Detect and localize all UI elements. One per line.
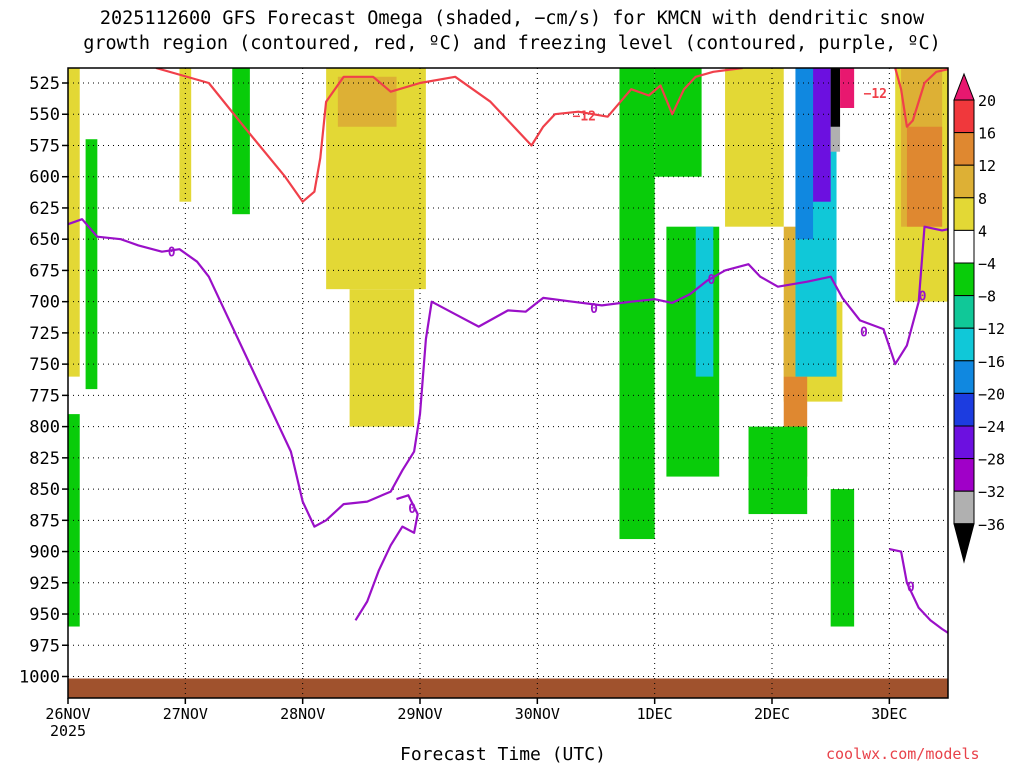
y-tick-label-9: 750 <box>29 355 60 375</box>
chart-title: 2025112600 GFS Forecast Omega (shaded, −… <box>0 6 1024 56</box>
omega-region-20 <box>695 226 714 377</box>
freezing-label-7: 0 <box>919 289 927 304</box>
colorbar-label-9: −20 <box>978 385 1005 403</box>
y-tick-label-19: 1000 <box>19 668 60 688</box>
colorbar-segment-6 <box>953 295 975 329</box>
y-tick-label-11: 800 <box>29 418 60 438</box>
colorbar-label-5: −4 <box>978 255 996 273</box>
colorbar-segment-3 <box>953 197 975 231</box>
y-tick-label-12: 825 <box>29 449 60 469</box>
colorbar-segment-0 <box>953 99 975 134</box>
freezing-label-6: 0 <box>907 581 915 596</box>
omega-region-25 <box>830 68 841 127</box>
colorbar-label-0: 20 <box>978 92 996 110</box>
omega-region-17 <box>748 426 808 515</box>
year-label: 2025 <box>50 722 86 740</box>
y-tick-label-0: 525 <box>29 74 60 94</box>
y-tick-label-7: 700 <box>29 293 60 313</box>
colorbar-label-11: −28 <box>978 451 1005 469</box>
omega-region-1 <box>179 68 192 202</box>
y-tick-label-2: 575 <box>29 136 60 156</box>
freezing-level-line-right <box>889 548 948 634</box>
y-tick-label-15: 900 <box>29 543 60 563</box>
omega-region-13 <box>232 68 250 215</box>
colorbar-label-2: 12 <box>978 157 996 175</box>
dgz-contour-line <box>155 68 743 203</box>
x-axis-label: Forecast Time (UTC) <box>400 744 606 765</box>
y-tick-label-16: 925 <box>29 574 60 594</box>
colorbar-label-12: −32 <box>978 483 1005 501</box>
omega-region-16 <box>654 68 702 177</box>
y-tick-label-10: 775 <box>29 386 60 406</box>
ground-surface <box>68 678 948 698</box>
colorbar-segment-9 <box>953 392 975 427</box>
x-tick-label-0: 26NOV <box>45 705 90 723</box>
dgz-contour-line-right <box>894 68 948 128</box>
x-tick-label-5: 1DEC <box>637 705 673 723</box>
colorbar-label-3: 8 <box>978 190 987 208</box>
freezing-label-4: 0 <box>860 326 868 341</box>
colorbar-segment-4 <box>953 229 975 264</box>
x-tick-label-2: 28NOV <box>280 705 325 723</box>
omega-region-23 <box>813 68 831 202</box>
colorbar-bottom-triangle <box>953 523 975 564</box>
omega-region-26 <box>840 68 855 108</box>
omega-region-10 <box>906 126 943 227</box>
colorbar-segment-12 <box>953 490 975 525</box>
colorbar-top-triangle <box>953 72 975 101</box>
x-tick-label-4: 30NOV <box>515 705 560 723</box>
omega-region-12 <box>85 139 98 390</box>
freezing-label-5: 0 <box>408 502 416 517</box>
omega-region-22 <box>795 68 814 240</box>
dgz-label: −12 <box>573 109 596 124</box>
colorbar-segment-1 <box>953 132 975 166</box>
x-tick-label-6: 2DEC <box>754 705 790 723</box>
plot-frame <box>67 67 949 699</box>
y-tick-label-4: 625 <box>29 199 60 219</box>
colorbar-segment-7 <box>953 327 975 362</box>
colorbar-label-10: −24 <box>978 418 1005 436</box>
omega-region-7 <box>337 76 397 127</box>
colorbar-segment-8 <box>953 360 975 394</box>
freezing-label-2: 0 <box>590 302 598 317</box>
x-tick-label-3: 29NOV <box>397 705 442 723</box>
plot-area: −12 −12 0 0 0 0 0 0 0 <box>68 68 948 698</box>
y-tick-label-1: 550 <box>29 105 60 125</box>
omega-region-3 <box>349 289 415 427</box>
source-credit[interactable]: coolwx.com/models <box>826 745 980 763</box>
y-tick-label-14: 875 <box>29 511 60 531</box>
y-tick-label-6: 675 <box>29 261 60 281</box>
title-line-2: growth region (contoured, red, ºC) and f… <box>83 33 941 54</box>
colorbar-segment-5 <box>953 262 975 297</box>
x-tick-label-7: 3DEC <box>871 705 907 723</box>
colorbar-label-4: 4 <box>978 222 987 240</box>
freezing-level-line-lower <box>354 494 419 621</box>
omega-region-4 <box>725 68 784 227</box>
colorbar-label-7: −12 <box>978 320 1005 338</box>
colorbar-segment-2 <box>953 164 975 199</box>
y-tick-label-5: 650 <box>29 230 60 250</box>
title-line-1: 2025112600 GFS Forecast Omega (shaded, −… <box>99 8 925 29</box>
freezing-level-line <box>68 218 948 528</box>
y-tick-label-17: 950 <box>29 605 60 625</box>
dgz-label-right: −12 <box>864 87 887 102</box>
colorbar-label-13: −36 <box>978 516 1005 534</box>
colorbar-label-8: −16 <box>978 353 1005 371</box>
omega-region-18 <box>830 489 855 627</box>
y-tick-label-13: 850 <box>29 480 60 500</box>
colorbar-segment-11 <box>953 458 975 492</box>
y-tick-label-3: 600 <box>29 168 60 188</box>
freezing-label: 0 <box>168 246 176 261</box>
colorbar-segment-10 <box>953 425 975 460</box>
y-tick-label-18: 975 <box>29 636 60 656</box>
colorbar-label-6: −8 <box>978 288 996 306</box>
x-tick-label-1: 27NOV <box>163 705 208 723</box>
colorbar-label-1: 16 <box>978 125 996 143</box>
freezing-label-3: 0 <box>707 273 715 288</box>
y-tick-label-8: 725 <box>29 324 60 344</box>
